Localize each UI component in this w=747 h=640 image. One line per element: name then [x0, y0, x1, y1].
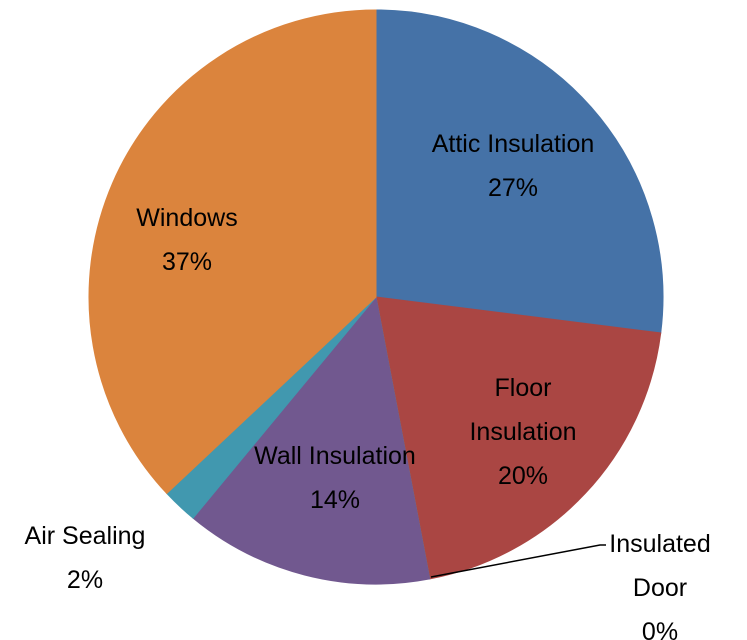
slice-label: Insulated Door 0% — [585, 522, 735, 640]
pie-slice — [88, 9, 377, 495]
slice-percent: 2% — [66, 566, 104, 594]
slice-percent: 14% — [309, 486, 361, 514]
slice-percent: 37% — [161, 248, 213, 276]
slice-percent: 20% — [497, 462, 549, 490]
slice-name: Attic Insulation — [431, 130, 595, 158]
slice-percent: 0% — [641, 618, 679, 640]
slice-label: Floor Insulation 20% — [438, 366, 608, 498]
pie-slice — [192, 295, 431, 585]
slice-name: Floor Insulation — [469, 374, 577, 446]
slice-percent: 27% — [487, 174, 539, 202]
slice-label: Air Sealing 2% — [0, 514, 195, 602]
leader-line — [430, 544, 606, 578]
slice-name: Wall Insulation — [254, 442, 416, 470]
slice-name: Air Sealing — [24, 522, 146, 550]
pie-slice — [375, 296, 662, 580]
slice-label: Wall Insulation 14% — [250, 434, 420, 522]
slice-label: Windows 37% — [102, 196, 272, 284]
slice-name: Windows — [136, 204, 238, 232]
slice-label: Attic Insulation 27% — [428, 122, 598, 210]
slice-name: Insulated Door — [609, 530, 711, 602]
pie-slice — [375, 9, 664, 334]
